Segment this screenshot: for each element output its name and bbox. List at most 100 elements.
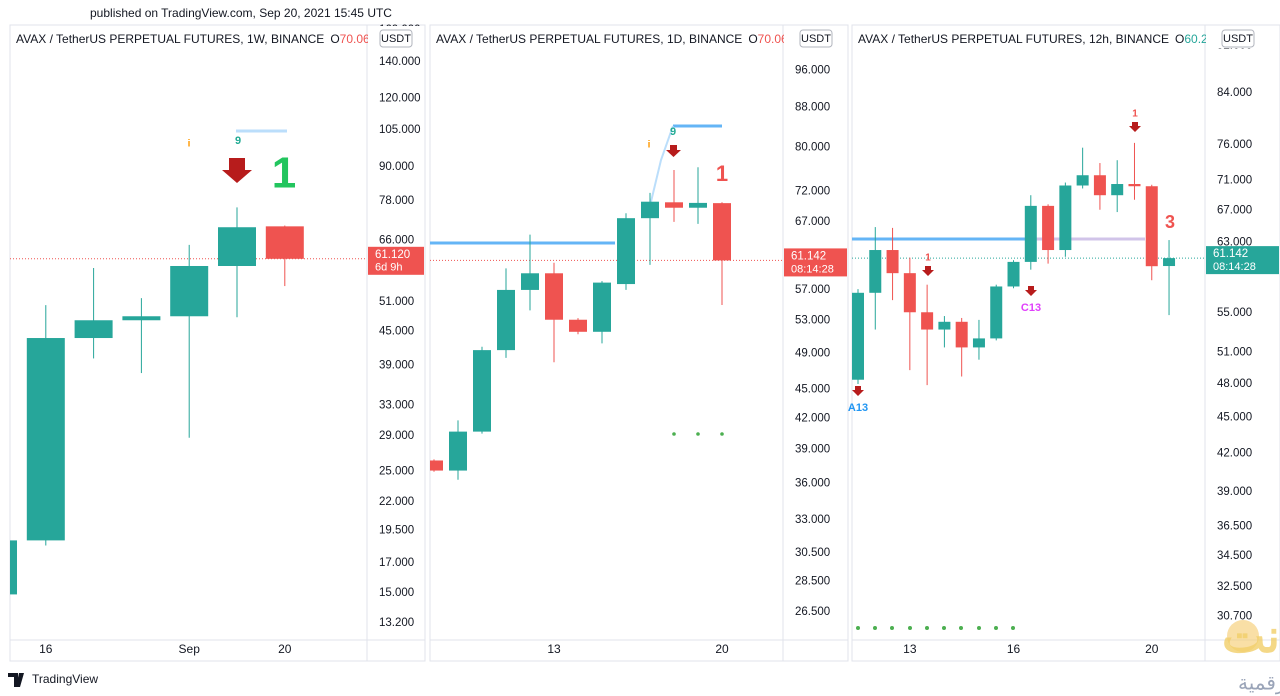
title-text: AVAX / TetherUS PERPETUAL FUTURES, 12h, …	[858, 32, 1169, 46]
y-tick-label: 51.000	[1217, 347, 1252, 359]
y-tick-label: 90.000	[379, 161, 414, 173]
last-price-box	[1206, 246, 1279, 275]
annotation: 9	[235, 135, 241, 147]
y-tick-label: 39.000	[379, 360, 414, 372]
panel-frames	[9, 24, 1280, 662]
candle-body	[521, 273, 539, 290]
candle-body	[665, 202, 683, 208]
watermark-name: الكريبتو نت	[1222, 610, 1280, 664]
open-label: O	[1175, 32, 1184, 46]
candle-body	[449, 431, 467, 471]
publish-note: published on TradingView.com, Sep 20, 20…	[90, 6, 392, 20]
y-tick-label: 55.000	[1217, 307, 1252, 319]
currency-box	[379, 29, 413, 48]
y-tick-label: 49.000	[795, 348, 830, 360]
candle-body	[1145, 186, 1158, 267]
y-tick-label: 36.500	[1217, 521, 1252, 533]
candle-body	[218, 227, 256, 266]
annotation: A13	[848, 402, 868, 414]
candle-body	[1093, 175, 1106, 196]
y-tick-label: 39.000	[795, 444, 830, 456]
annotation: 9	[670, 126, 676, 138]
y-tick-label: 30.700	[1217, 611, 1252, 623]
candle-body	[689, 202, 707, 208]
y-tick-label: 42.000	[1217, 448, 1252, 460]
plot-area	[430, 167, 783, 480]
open-value: 70.061	[340, 32, 377, 46]
title-text: AVAX / TetherUS PERPETUAL FUTURES, 1W, B…	[16, 32, 324, 46]
y-tick-label: 34.500	[1217, 550, 1252, 562]
y-tick-label: 76.000	[1217, 139, 1252, 151]
y-tick-label: 17.000	[379, 557, 414, 569]
y-tick-label: 57.000	[795, 284, 830, 296]
y-tick-label: 53.000	[795, 315, 830, 327]
last-price-label: 61.142	[791, 250, 826, 262]
last-price-label: 61.120	[375, 249, 410, 261]
y-tick-label: 13.200	[379, 617, 414, 629]
x-tick-label: 13	[903, 642, 917, 656]
panel-title: AVAX / TetherUS PERPETUAL FUTURES, 12h, …	[858, 32, 1237, 46]
indicator-dots	[672, 432, 1015, 630]
candle-body	[265, 226, 304, 259]
y-tick-label: 29.000	[379, 430, 414, 442]
watermark-tagline: أخبار العملات الرقمية	[1238, 668, 1280, 694]
y-tick-label: 120.000	[379, 92, 421, 104]
candle-body	[641, 201, 659, 219]
candle-body	[1163, 258, 1176, 267]
y-tick-label: 30.500	[795, 547, 830, 559]
y-tick-label: 140.000	[379, 56, 421, 68]
y-tick-label: 71.000	[1217, 174, 1252, 186]
candle-body	[886, 250, 899, 274]
candle-body	[473, 350, 491, 432]
y-tick-label: 67.000	[795, 216, 830, 228]
y-tick-label: 78.000	[379, 195, 414, 207]
y-tick-label: 63.000	[1217, 237, 1252, 249]
y-tick-label: 19.500	[379, 524, 414, 536]
y-tick-label: 67.000	[1217, 205, 1252, 217]
candle-body	[26, 338, 65, 541]
y-tick-label: 80.000	[795, 141, 830, 153]
x-tick-label: 16	[39, 642, 53, 656]
annotation: 1	[716, 161, 728, 186]
tradingview-logo: TradingView	[8, 672, 98, 687]
candle-body	[122, 316, 161, 321]
candle-body	[955, 321, 968, 348]
y-tick-label: 66.000	[379, 235, 414, 247]
annotation: 3	[1165, 212, 1175, 232]
watermark: الكريبتو نت أخبار العملات الرقمية	[1222, 610, 1280, 694]
y-tick-label: 33.000	[379, 399, 414, 411]
candle-body	[990, 286, 1003, 339]
plot-area	[10, 207, 367, 595]
y-tick-label: 105.000	[379, 124, 421, 136]
candle-body	[1024, 205, 1037, 262]
y-tick-label: 45.000	[379, 326, 414, 338]
candle-body	[903, 273, 916, 313]
y-tick-label: 28.500	[795, 576, 830, 588]
candle-body	[1111, 184, 1124, 196]
currency-label: USDT	[381, 33, 411, 45]
currency-box	[799, 29, 833, 48]
x-tick-label: 13	[547, 642, 561, 656]
title-text: AVAX / TetherUS PERPETUAL FUTURES, 1D, B…	[436, 32, 742, 46]
currency-label: USDT	[1223, 33, 1253, 45]
y-tick-label: 25.000	[379, 465, 414, 477]
candle-body	[74, 320, 113, 339]
countdown-label: 6d 9h	[375, 262, 403, 274]
signal-arrows	[222, 122, 1141, 396]
currency-box	[1221, 29, 1255, 48]
candle-body	[972, 338, 985, 348]
candle-body	[497, 289, 515, 351]
currency-label: USDT	[801, 33, 831, 45]
annotation: 1	[925, 253, 931, 264]
y-tick-label: 42.000	[795, 412, 830, 424]
y-tick-label: 45.000	[1217, 412, 1252, 424]
candle-body	[938, 321, 951, 330]
candle-body	[1007, 261, 1020, 287]
candle-body	[921, 312, 934, 330]
y-tick-label: 26.500	[795, 606, 830, 618]
annotation: 1	[272, 149, 296, 198]
candle-body	[430, 460, 443, 471]
annotation: i	[188, 139, 191, 150]
y-tick-label: 22.000	[379, 496, 414, 508]
